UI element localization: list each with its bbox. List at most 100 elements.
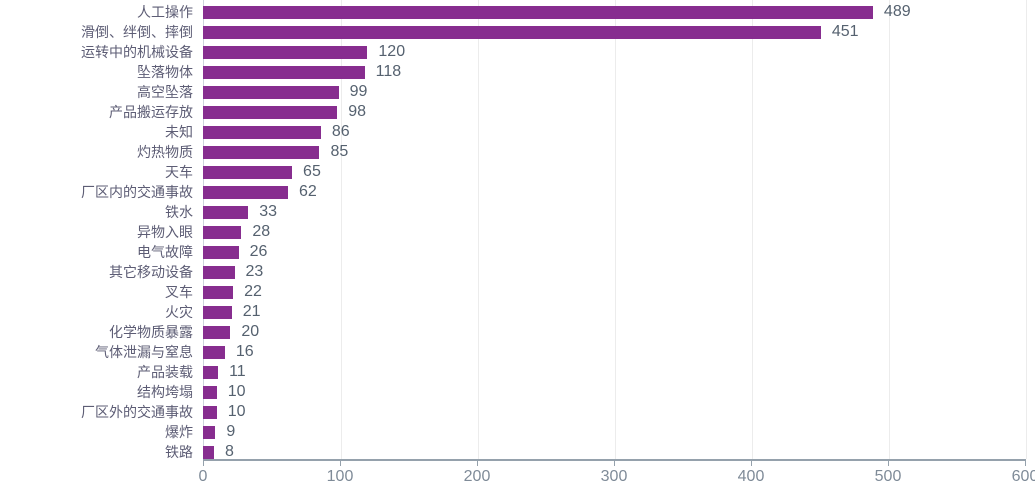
category-label: 天车 <box>165 164 193 180</box>
category-label: 气体泄漏与窒息 <box>95 344 193 360</box>
category-label: 灼热物质 <box>137 144 193 160</box>
category-label: 厂区内的交通事故 <box>81 184 193 200</box>
category-label: 滑倒、绊倒、摔倒 <box>81 24 193 40</box>
bar <box>203 85 339 99</box>
bar-row: 厂区外的交通事故 10 <box>0 402 1035 422</box>
bar-track: 26 <box>203 242 1035 262</box>
bar-track: 20 <box>203 322 1035 342</box>
bar-rows: 人工操作 489 滑倒、绊倒、摔倒 451 运转中的机械设备 120 坠落物体 118 高空坠落… <box>0 2 1035 460</box>
category-label: 叉车 <box>165 284 193 300</box>
gridline <box>341 0 342 459</box>
x-axis-tick <box>340 461 341 466</box>
x-axis-tick <box>751 461 752 466</box>
bar <box>203 265 235 279</box>
bar-track: 85 <box>203 142 1035 162</box>
bar <box>203 105 338 119</box>
bar <box>203 445 214 459</box>
bar <box>203 285 234 299</box>
category-label: 爆炸 <box>165 424 193 440</box>
bar-track: 21 <box>203 302 1035 322</box>
value-label: 22 <box>244 283 262 300</box>
x-axis-tick-label: 300 <box>600 468 628 485</box>
bar <box>203 225 242 239</box>
bar-row: 天车 65 <box>0 162 1035 182</box>
value-label: 33 <box>259 203 277 220</box>
bar-track: 99 <box>203 82 1035 102</box>
bar-row: 其它移动设备 23 <box>0 262 1035 282</box>
value-label: 86 <box>331 123 350 140</box>
bar-track: 62 <box>203 182 1035 202</box>
bar <box>203 205 249 219</box>
bar <box>203 65 365 79</box>
bar-track: 9 <box>203 422 1035 442</box>
bar <box>203 5 873 19</box>
bar-track: 28 <box>203 222 1035 242</box>
value-label: 23 <box>245 263 264 280</box>
bar-row: 厂区内的交通事故 62 <box>0 182 1035 202</box>
bar-row: 灼热物质 85 <box>0 142 1035 162</box>
bar-track: 86 <box>203 122 1035 142</box>
value-label: 120 <box>378 43 406 60</box>
value-label: 26 <box>249 243 268 260</box>
bar-row: 气体泄漏与窒息 16 <box>0 342 1035 362</box>
x-axis-tick-label: 500 <box>874 468 902 485</box>
value-label: 21 <box>242 303 261 320</box>
bar-row: 坠落物体 118 <box>0 62 1035 82</box>
bar <box>203 405 217 419</box>
bar-row: 电气故障 26 <box>0 242 1035 262</box>
bar-row: 爆炸 9 <box>0 422 1035 442</box>
value-label: 10 <box>227 403 246 420</box>
category-label: 火灾 <box>165 304 193 320</box>
bar-row: 滑倒、绊倒、摔倒 451 <box>0 22 1035 42</box>
x-axis-line <box>203 459 1026 461</box>
category-label: 坠落物体 <box>137 64 193 80</box>
category-label: 人工操作 <box>137 4 193 20</box>
value-label: 9 <box>226 423 236 440</box>
bar-track: 33 <box>203 202 1035 222</box>
category-label: 异物入眼 <box>137 224 193 240</box>
bar-track: 11 <box>203 362 1035 382</box>
bar-row: 结构垮塌 10 <box>0 382 1035 402</box>
value-label: 85 <box>330 143 349 160</box>
gridline <box>889 0 890 459</box>
gridline <box>615 0 616 459</box>
bar <box>203 365 219 379</box>
gridline <box>478 0 479 459</box>
category-label: 运转中的机械设备 <box>81 44 193 60</box>
value-label: 28 <box>252 223 271 240</box>
bar-row: 异物入眼 28 <box>0 222 1035 242</box>
bar-track: 98 <box>203 102 1035 122</box>
value-label: 11 <box>229 363 246 380</box>
bar-track: 451 <box>203 22 1035 42</box>
bar-row: 高空坠落 99 <box>0 82 1035 102</box>
bar-track: 23 <box>203 262 1035 282</box>
value-label: 62 <box>298 183 317 200</box>
category-label: 厂区外的交通事故 <box>81 404 193 420</box>
bar-row: 叉车 22 <box>0 282 1035 302</box>
bar <box>203 345 225 359</box>
category-label: 其它移动设备 <box>109 264 193 280</box>
x-axis-tick-label: 200 <box>463 468 491 485</box>
gridline <box>752 0 753 459</box>
category-label: 铁水 <box>165 204 193 220</box>
bar-track: 10 <box>203 402 1035 422</box>
bar-row: 产品搬运存放 98 <box>0 102 1035 122</box>
bar-track: 16 <box>203 342 1035 362</box>
value-label: 118 <box>375 63 402 80</box>
value-label: 451 <box>831 23 859 40</box>
bar-row: 火灾 21 <box>0 302 1035 322</box>
category-label: 化学物质暴露 <box>109 324 193 340</box>
bar-row: 运转中的机械设备 120 <box>0 42 1035 62</box>
category-label: 产品装载 <box>137 364 193 380</box>
bar-track: 118 <box>203 62 1035 82</box>
bar <box>203 245 239 259</box>
category-label: 电气故障 <box>137 244 193 260</box>
value-label: 20 <box>241 323 260 340</box>
bar-row: 产品装载 11 <box>0 362 1035 382</box>
category-label: 产品搬运存放 <box>109 104 193 120</box>
x-axis-tick-label: 0 <box>198 468 208 485</box>
x-axis-tick-label: 600 <box>1011 468 1035 485</box>
bar <box>203 185 288 199</box>
category-label: 高空坠落 <box>137 84 193 100</box>
